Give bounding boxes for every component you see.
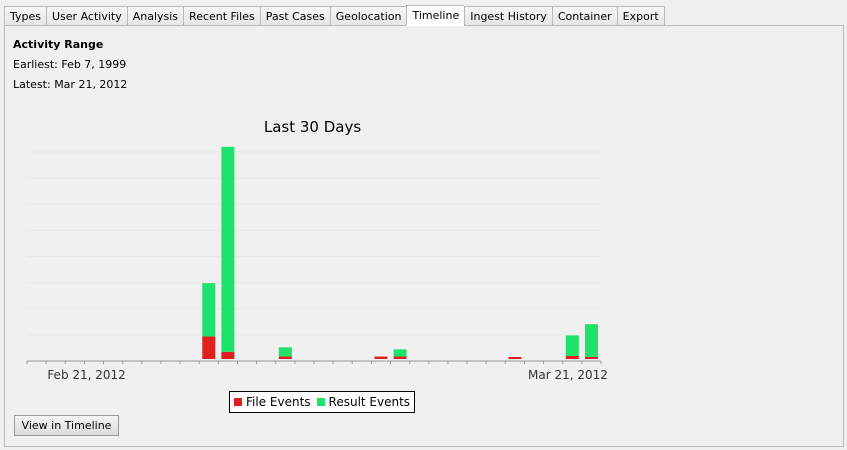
bar-result-events	[584, 324, 598, 357]
earliest-date: Earliest: Feb 7, 1999	[13, 58, 127, 71]
tab-timeline[interactable]: Timeline	[406, 5, 465, 26]
tab-user-activity[interactable]: User Activity	[46, 6, 127, 26]
bar-file-events	[565, 355, 579, 359]
legend-result-events: Result Events	[316, 395, 411, 409]
activity-range-title: Activity Range	[13, 38, 104, 51]
chart-title: Last 30 Days	[263, 118, 362, 136]
chart-legend: File Events Result Events	[229, 391, 416, 413]
latest-date: Latest: Mar 21, 2012	[13, 78, 128, 91]
bar-file-events	[584, 357, 598, 359]
tab-export[interactable]: Export	[616, 6, 665, 26]
bar-file-events	[393, 356, 407, 359]
legend-swatch-file-events	[234, 398, 242, 406]
chart-plot: Feb 21, 2012 Mar 21, 2012	[26, 146, 608, 382]
bar-result-events	[393, 349, 407, 357]
tab-past-cases[interactable]: Past Cases	[259, 6, 330, 26]
bar-result-events	[221, 146, 235, 352]
x-tick-label: Feb 21, 2012	[47, 368, 126, 382]
tab-types[interactable]: Types	[4, 6, 46, 26]
view-in-timeline-button[interactable]: View in Timeline	[14, 415, 119, 436]
legend-label-file-events: File Events	[246, 395, 311, 409]
bar-file-events	[221, 351, 235, 359]
tab-geolocation[interactable]: Geolocation	[329, 6, 407, 26]
bar-result-events	[565, 335, 579, 356]
bar-file-events	[508, 357, 522, 359]
tab-recent-files[interactable]: Recent Files	[183, 6, 260, 26]
x-tick-label: Mar 21, 2012	[528, 368, 608, 382]
bar-file-events	[374, 356, 388, 359]
timeline-panel: Activity Range Earliest: Feb 7, 1999 Lat…	[4, 25, 844, 447]
legend-file-events: File Events	[234, 395, 311, 409]
tab-ingest-history[interactable]: Ingest History	[464, 6, 552, 26]
bar-result-events	[278, 347, 292, 357]
bar-file-events	[202, 336, 216, 359]
legend-label-result-events: Result Events	[328, 395, 411, 409]
bar-result-events	[202, 283, 216, 337]
tab-analysis[interactable]: Analysis	[126, 6, 184, 26]
tab-strip: Types User Activity Analysis Recent Files Pa…	[4, 5, 665, 26]
legend-swatch-result-events	[316, 398, 325, 406]
bar-file-events	[278, 356, 292, 359]
activity-chart: Last 30 Days Feb 21, 2012 Mar 21, 2012	[5, 114, 625, 414]
tab-container[interactable]: Container	[551, 6, 617, 26]
